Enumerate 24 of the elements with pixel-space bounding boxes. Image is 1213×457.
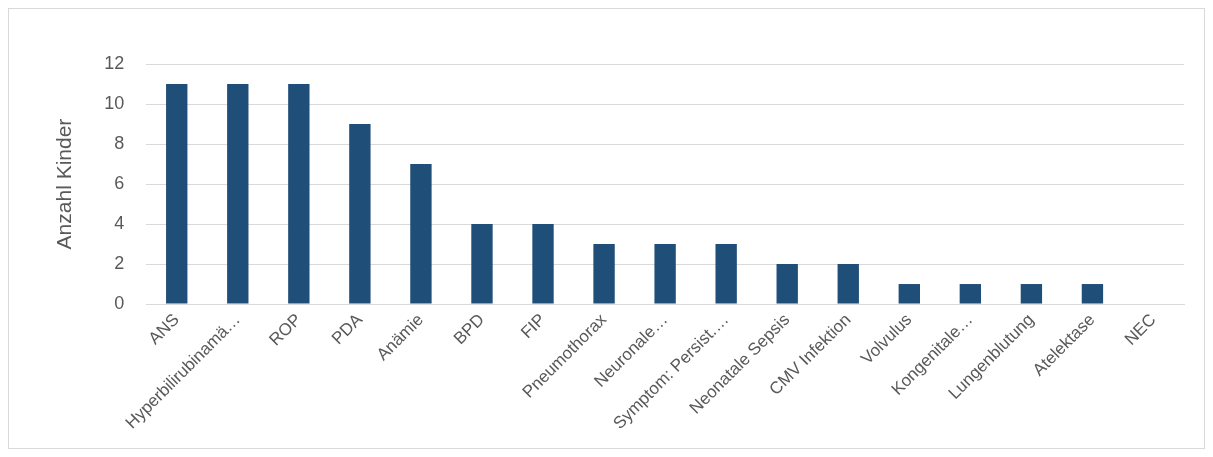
bar [410,164,432,304]
bar [593,244,615,304]
bar [471,224,493,304]
bar [837,264,859,304]
bar [349,124,371,304]
bar [1020,284,1043,304]
y-tick-label: 6 [114,172,125,193]
bar [776,264,798,304]
y-tick-label: 0 [114,293,125,313]
y-axis-title: Anzahl Kinder [52,118,76,250]
bar [654,244,676,304]
y-tick-label: 2 [114,253,125,273]
y-tick-label: 8 [114,132,125,153]
bar [227,84,249,304]
y-tick-label: 4 [114,212,125,233]
bar [1081,284,1104,304]
y-tick-label: 12 [104,52,125,73]
bar [715,244,737,304]
bar [166,84,188,304]
y-tick-label: 10 [104,92,125,113]
bar [532,224,554,304]
bar [898,284,920,304]
bar [959,284,982,304]
bar [288,84,310,304]
